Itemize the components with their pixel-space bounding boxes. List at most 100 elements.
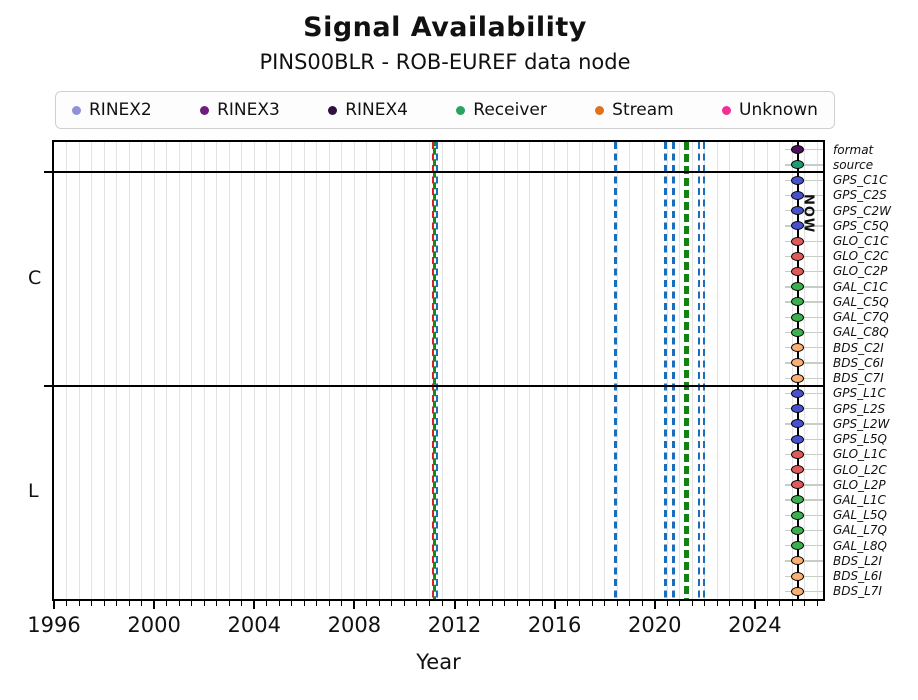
x-axis-major-tick xyxy=(353,601,356,609)
x-axis-minor-tick xyxy=(291,601,293,606)
signal-marker-gps_l2w xyxy=(791,419,805,429)
y-axis-tick xyxy=(44,384,52,387)
x-axis-minor-tick xyxy=(729,601,731,606)
x-tick-label-2024: 2024 xyxy=(728,613,782,637)
row-label-gal_l8q: GAL_L8Q xyxy=(833,538,887,553)
x-axis-minor-tick xyxy=(203,601,205,606)
gridline xyxy=(566,142,568,599)
gridline xyxy=(604,142,606,599)
x-axis-minor-tick xyxy=(216,601,218,606)
gridline xyxy=(741,142,743,599)
gridline xyxy=(303,142,305,599)
x-axis-minor-tick xyxy=(591,601,593,606)
gridline xyxy=(391,142,393,599)
signal-marker-gps_c2s xyxy=(791,190,805,200)
x-axis-major-tick xyxy=(553,601,556,609)
signal-marker-gal_l1c xyxy=(791,495,805,505)
event-line xyxy=(697,142,701,599)
x-axis-minor-tick xyxy=(529,601,531,606)
row-label-glo_c2c: GLO_C2C xyxy=(833,249,889,264)
x-tick-label-2008: 2008 xyxy=(327,613,382,637)
legend-item-receiver: Receiver xyxy=(456,100,547,120)
row-label-gps_c2s: GPS_C2S xyxy=(833,188,887,203)
x-axis-major-tick xyxy=(53,601,55,609)
signal-marker-source xyxy=(791,160,805,170)
x-axis-minor-tick xyxy=(328,601,330,606)
y-axis-tick xyxy=(44,171,52,174)
x-axis-minor-tick xyxy=(579,601,581,606)
gridline xyxy=(178,142,180,599)
event-line xyxy=(435,142,439,599)
x-axis-minor-tick xyxy=(479,601,481,606)
legend-item-unknown: Unknown xyxy=(722,100,818,120)
x-axis-minor-tick xyxy=(441,601,443,606)
gridline xyxy=(241,142,243,599)
signal-marker-gal_l7q xyxy=(791,525,805,535)
signal-marker-glo_l2p xyxy=(791,480,805,490)
row-label-glo_l2p: GLO_L2P xyxy=(833,477,886,492)
x-axis-minor-tick xyxy=(741,601,743,606)
gridline xyxy=(554,142,556,599)
row-label-gps_l1c: GPS_L1C xyxy=(833,386,886,401)
row-label-gal_c1c: GAL_C1C xyxy=(833,279,888,294)
signal-marker-bds_c7i xyxy=(791,373,805,383)
legend-dot-icon xyxy=(456,105,466,115)
gridline xyxy=(78,142,80,599)
event-line xyxy=(683,142,690,599)
row-label-gal_c8q: GAL_C8Q xyxy=(833,325,889,340)
signal-marker-glo_l2c xyxy=(791,465,805,475)
now-label: NOW xyxy=(800,194,816,234)
x-axis-minor-tick xyxy=(641,601,643,606)
x-axis-minor-tick xyxy=(303,601,305,606)
gridline xyxy=(216,142,218,599)
gridline xyxy=(504,142,506,599)
x-axis-minor-tick xyxy=(791,601,793,606)
signal-marker-gps_c5q xyxy=(791,221,805,231)
x-axis-minor-tick xyxy=(716,601,718,606)
gridline xyxy=(366,142,368,599)
x-axis-minor-tick xyxy=(691,601,693,606)
x-axis-major-tick xyxy=(153,601,156,609)
row-label-gps_l2w: GPS_L2W xyxy=(833,416,890,431)
row-label-bds_c2i: BDS_C2I xyxy=(833,340,884,355)
x-axis-minor-tick xyxy=(779,601,781,606)
gridline xyxy=(203,142,205,599)
signal-marker-gal_l8q xyxy=(791,541,805,551)
x-axis-minor-tick xyxy=(816,601,818,606)
signal-marker-format xyxy=(791,145,805,155)
row-label-gps_l5q: GPS_L5Q xyxy=(833,432,887,447)
gridline xyxy=(629,142,631,599)
gridline xyxy=(654,142,656,599)
legend-dot-icon xyxy=(200,105,210,115)
x-axis-minor-tick xyxy=(541,601,543,606)
section-boundary xyxy=(52,171,825,174)
signal-marker-gal_c7q xyxy=(791,312,805,322)
gridline xyxy=(766,142,768,599)
now-line xyxy=(796,142,799,599)
signal-marker-gps_c2w xyxy=(791,206,805,216)
row-label-bds_c7i: BDS_C7I xyxy=(833,371,884,386)
gridline xyxy=(591,142,593,599)
legend-item-stream: Stream xyxy=(595,100,674,120)
x-axis-minor-tick xyxy=(178,601,180,606)
row-label-gps_l2s: GPS_L2S xyxy=(833,401,886,416)
gridline xyxy=(529,142,531,599)
x-axis-minor-tick xyxy=(604,601,606,606)
x-axis-minor-tick xyxy=(128,601,130,606)
x-axis-minor-tick xyxy=(766,601,768,606)
x-axis-label: Year xyxy=(416,650,461,674)
gridline xyxy=(278,142,280,599)
x-axis-minor-tick xyxy=(66,601,68,606)
gridline xyxy=(428,142,430,599)
gridline xyxy=(679,142,681,599)
signal-marker-bds_c6i xyxy=(791,358,805,368)
x-axis-minor-tick xyxy=(91,601,93,606)
row-label-gps_c1c: GPS_C1C xyxy=(833,173,888,188)
x-tick-label-2020: 2020 xyxy=(628,613,682,637)
gridline xyxy=(779,142,781,599)
gridline xyxy=(466,142,468,599)
signal-marker-gal_c8q xyxy=(791,327,805,337)
gridline xyxy=(103,142,105,599)
x-axis-major-tick xyxy=(453,601,456,609)
gridline xyxy=(804,142,806,599)
